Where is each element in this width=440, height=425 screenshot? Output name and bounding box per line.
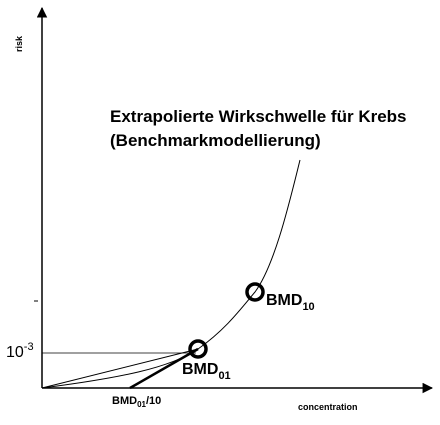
bmd10-label: BMD10 [266, 292, 315, 313]
label-base: BMD [266, 292, 302, 309]
dose-response-curve [41, 159, 301, 389]
label-suffix: /10 [146, 395, 161, 407]
label-base: BMD [182, 361, 218, 378]
bmd01-marker [188, 339, 208, 359]
y-axis-label: risk [14, 35, 24, 52]
label-sub: 01 [218, 370, 230, 382]
label-base: 10 [6, 344, 24, 361]
bmd01-10-label: BMD01/10 [112, 395, 161, 409]
label-sub: 10 [302, 301, 314, 313]
title-line: (Benchmarkmodellierung) [110, 131, 321, 150]
bmd10-marker [245, 282, 265, 302]
title-line: Extrapolierte Wirkschwelle für Krebs [110, 107, 407, 126]
risk-level-label: 10-3 [6, 341, 34, 361]
linear-extrapolation [41, 348, 199, 389]
x-axis-label: concentration [298, 402, 358, 412]
tangent-line [129, 347, 199, 390]
bmd01-label: BMD01 [182, 361, 231, 382]
label-sup: -3 [24, 341, 34, 353]
label-base: BMD [112, 395, 137, 407]
label-sub: 01 [137, 400, 146, 409]
